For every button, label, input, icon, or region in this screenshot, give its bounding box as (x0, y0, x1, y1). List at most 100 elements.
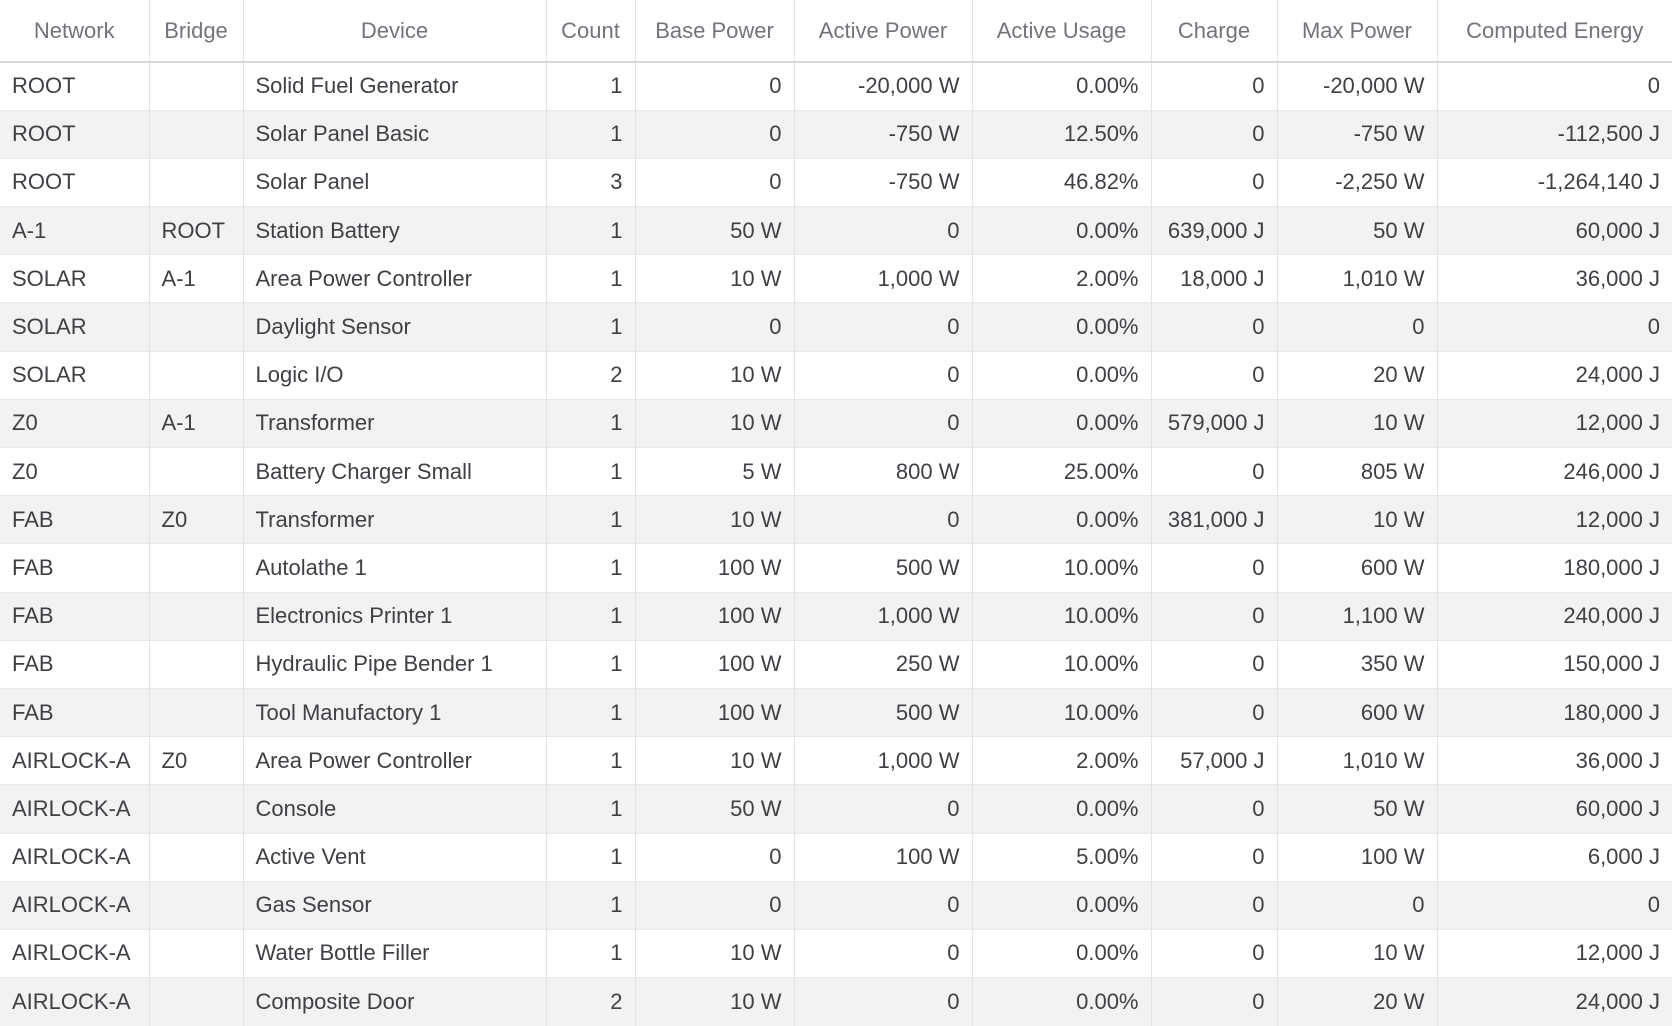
cell-base_power: 0 (635, 880, 795, 930)
cell-charge: 579,000 J (1151, 398, 1278, 448)
column-header-active_usage[interactable]: Active Usage (972, 0, 1152, 63)
cell-count: 2 (546, 977, 636, 1026)
cell-charge: 0 (1151, 62, 1278, 111)
cell-max_power: 20 W (1277, 350, 1438, 400)
cell-bridge (149, 977, 244, 1026)
cell-device: Autolathe 1 (243, 543, 547, 593)
cell-active_usage: 10.00% (972, 543, 1152, 593)
cell-active_power: 800 W (794, 446, 973, 496)
cell-active_usage: 10.00% (972, 639, 1152, 689)
cell-device: Area Power Controller (243, 254, 547, 303)
cell-active_usage: 0.00% (972, 350, 1152, 400)
cell-active_power: 0 (794, 350, 973, 400)
cell-charge: 0 (1151, 157, 1278, 207)
cell-active_power: 500 W (794, 687, 973, 737)
table-row: SOLAR Daylight Sensor 1 0 0 0.00% 0 0 0 (0, 302, 1672, 352)
cell-max_power: 805 W (1277, 446, 1438, 496)
cell-device: Battery Charger Small (243, 446, 547, 496)
cell-count: 1 (546, 784, 636, 833)
cell-charge: 0 (1151, 109, 1278, 159)
column-header-base_power[interactable]: Base Power (635, 0, 795, 63)
cell-base_power: 50 W (635, 206, 795, 255)
column-header-charge[interactable]: Charge (1151, 0, 1278, 63)
cell-active_power: -20,000 W (794, 62, 973, 111)
cell-count: 1 (546, 736, 636, 785)
cell-bridge (149, 109, 244, 159)
column-header-active_power[interactable]: Active Power (794, 0, 973, 63)
cell-base_power: 100 W (635, 687, 795, 737)
cell-active_power: 0 (794, 977, 973, 1026)
cell-computed_energy: 12,000 J (1437, 398, 1672, 448)
cell-max_power: 1,010 W (1277, 254, 1438, 303)
cell-charge: 18,000 J (1151, 254, 1278, 303)
cell-count: 1 (546, 446, 636, 496)
cell-charge: 0 (1151, 446, 1278, 496)
cell-active_usage: 0.00% (972, 928, 1152, 978)
column-header-count[interactable]: Count (546, 0, 636, 63)
cell-network: FAB (0, 591, 150, 641)
cell-device: Console (243, 784, 547, 833)
cell-network: Z0 (0, 398, 150, 448)
column-header-max_power[interactable]: Max Power (1277, 0, 1438, 63)
cell-network: AIRLOCK-A (0, 736, 150, 785)
cell-bridge: A-1 (149, 254, 244, 303)
cell-bridge (149, 591, 244, 641)
table-row: SOLAR A-1 Area Power Controller 1 10 W 1,000 … (0, 254, 1672, 303)
cell-device: Area Power Controller (243, 736, 547, 785)
cell-count: 1 (546, 687, 636, 737)
cell-active_usage: 0.00% (972, 977, 1152, 1026)
cell-active_power: 0 (794, 302, 973, 352)
cell-active_usage: 10.00% (972, 687, 1152, 737)
cell-bridge (149, 880, 244, 930)
cell-bridge (149, 543, 244, 593)
cell-count: 1 (546, 928, 636, 978)
cell-base_power: 0 (635, 302, 795, 352)
cell-active_power: -750 W (794, 157, 973, 207)
cell-network: FAB (0, 639, 150, 689)
column-header-computed_energy[interactable]: Computed Energy (1437, 0, 1672, 63)
cell-computed_energy: 24,000 J (1437, 350, 1672, 400)
cell-base_power: 10 W (635, 350, 795, 400)
cell-active_usage: 0.00% (972, 784, 1152, 833)
cell-charge: 0 (1151, 543, 1278, 593)
cell-charge: 0 (1151, 639, 1278, 689)
cell-active_power: 100 W (794, 832, 973, 882)
table-row: SOLAR Logic I/O 2 10 W 0 0.00% 0 20 W 24,000 J (0, 350, 1672, 400)
cell-count: 1 (546, 495, 636, 544)
cell-network: AIRLOCK-A (0, 784, 150, 833)
cell-charge: 57,000 J (1151, 736, 1278, 785)
cell-base_power: 10 W (635, 928, 795, 978)
cell-active_power: 0 (794, 880, 973, 930)
cell-network: AIRLOCK-A (0, 928, 150, 978)
cell-computed_energy: 0 (1437, 302, 1672, 352)
cell-device: Solar Panel Basic (243, 109, 547, 159)
cell-device: Transformer (243, 495, 547, 544)
cell-max_power: 10 W (1277, 495, 1438, 544)
cell-base_power: 100 W (635, 543, 795, 593)
cell-active_power: 500 W (794, 543, 973, 593)
cell-active_usage: 12.50% (972, 109, 1152, 159)
cell-charge: 0 (1151, 832, 1278, 882)
cell-active_usage: 5.00% (972, 832, 1152, 882)
column-header-bridge[interactable]: Bridge (149, 0, 244, 63)
cell-network: SOLAR (0, 302, 150, 352)
table-body: ROOT Solid Fuel Generator 1 0 -20,000 W 0.00%… (0, 62, 1672, 1026)
cell-max_power: -2,250 W (1277, 157, 1438, 207)
cell-count: 1 (546, 302, 636, 352)
cell-base_power: 100 W (635, 591, 795, 641)
cell-device: Active Vent (243, 832, 547, 882)
cell-computed_energy: 12,000 J (1437, 928, 1672, 978)
cell-network: SOLAR (0, 254, 150, 303)
column-header-device[interactable]: Device (243, 0, 547, 63)
cell-active_power: 1,000 W (794, 254, 973, 303)
cell-count: 2 (546, 350, 636, 400)
cell-count: 1 (546, 254, 636, 303)
cell-computed_energy: 180,000 J (1437, 687, 1672, 737)
cell-device: Gas Sensor (243, 880, 547, 930)
column-header-network[interactable]: Network (0, 0, 150, 63)
cell-charge: 0 (1151, 591, 1278, 641)
cell-network: Z0 (0, 446, 150, 496)
table-row: FAB Hydraulic Pipe Bender 1 1 100 W 250 W 10.… (0, 639, 1672, 689)
cell-max_power: 100 W (1277, 832, 1438, 882)
cell-bridge: ROOT (149, 206, 244, 255)
